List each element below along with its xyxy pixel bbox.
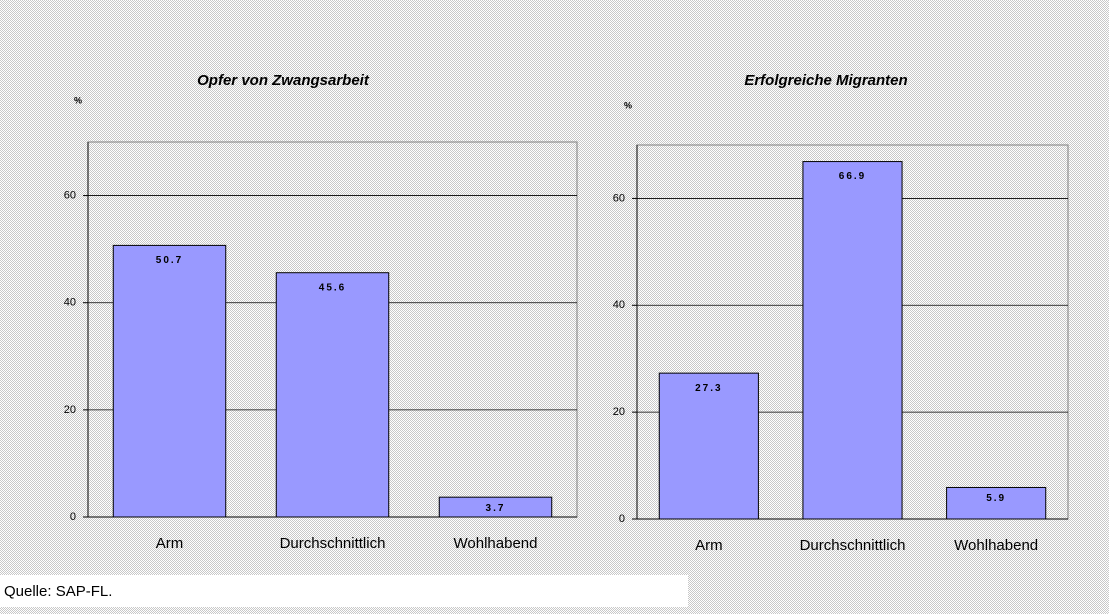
source-box [0,575,688,607]
x-tick-label: Arm [695,537,723,554]
x-tick-label: Wohlhabend [954,537,1038,554]
y-tick-label: 60 [64,189,76,201]
bar [658,372,759,520]
bar [946,486,1047,520]
y-axis-label: % [624,100,632,110]
value-label: 5.9 [986,493,1006,504]
y-tick-label: 40 [613,299,625,311]
x-tick-label: Wohlhabend [454,535,538,552]
value-label: 50.7 [156,255,183,266]
y-tick-label: 0 [619,513,625,525]
value-label: 3.7 [486,503,506,514]
chart-title: Opfer von Zwangsarbeit [197,72,370,89]
value-label: 27.3 [695,383,722,394]
bar [802,161,903,520]
bar [112,244,227,518]
y-tick-label: 0 [70,511,76,523]
x-tick-label: Durchschnittlich [280,535,386,552]
y-tick-label: 20 [613,406,625,418]
y-tick-label: 40 [64,297,76,309]
bar [275,272,390,518]
chart-title: Erfolgreiche Migranten [744,72,907,89]
y-axis-label: % [74,95,82,105]
x-tick-label: Arm [156,535,184,552]
value-label: 45.6 [319,282,346,293]
y-tick-label: 60 [613,192,625,204]
x-tick-label: Durchschnittlich [800,537,906,554]
value-label: 66.9 [839,171,866,182]
y-tick-label: 20 [64,404,76,416]
source: Quelle: SAP-FL. [4,583,112,600]
